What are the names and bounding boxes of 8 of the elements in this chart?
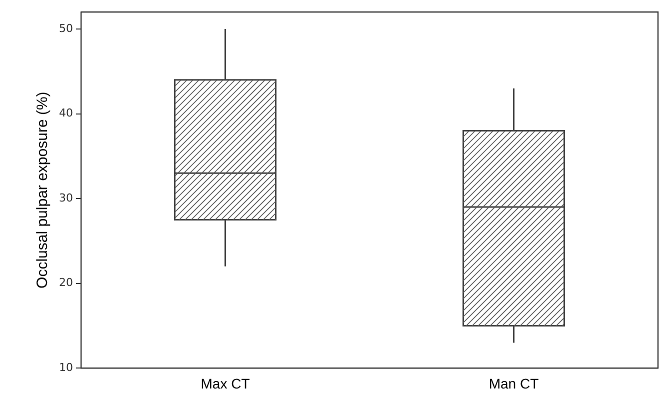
x-tick-label: Man CT xyxy=(488,375,540,392)
y-tick-label: 30 xyxy=(58,191,73,204)
y-tick-label: 10 xyxy=(58,361,73,374)
y-tick-label: 50 xyxy=(58,22,73,35)
y-tick-label: 20 xyxy=(58,276,73,290)
x-tick-label: Max CT xyxy=(200,375,250,392)
y-tick-label: 40 xyxy=(58,106,73,120)
y-axis-title: Occlusal pulpar exposure (%) xyxy=(34,92,52,288)
